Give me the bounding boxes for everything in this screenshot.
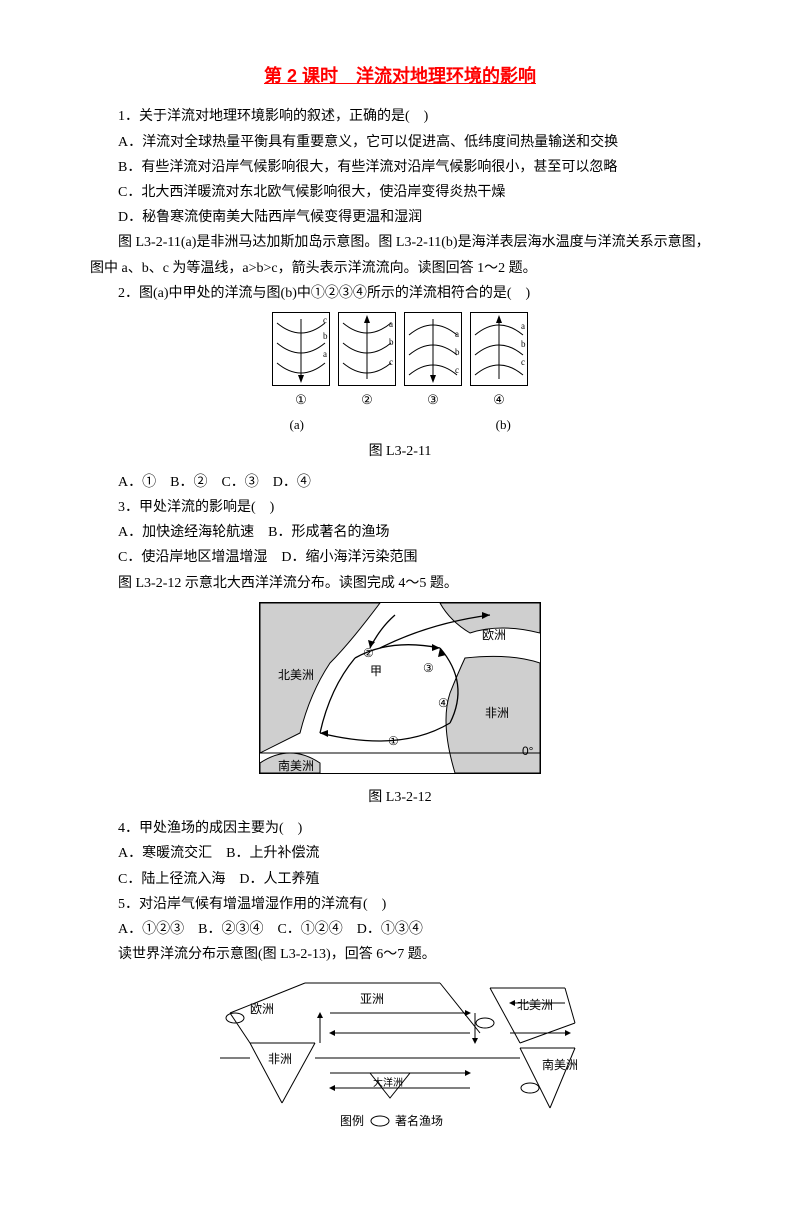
fig3-sa: 南美洲 <box>542 1055 578 1077</box>
q1-option-a: A．洋流对全球热量平衡具有重要意义，它可以促进高、低纬度间热量输送和交换 <box>90 130 710 155</box>
map-label-c4: ④ <box>438 693 449 715</box>
svg-text:c: c <box>521 357 525 367</box>
q1-option-d: D．秘鲁寒流使南美大陆西岸气候变得更温和湿润 <box>90 205 710 230</box>
q3-row2: C．使沿岸地区增温增湿 D．缩小海洋污染范围 <box>90 545 710 570</box>
svg-text:a: a <box>455 329 459 339</box>
q4-row2: C．陆上径流入海 D．人工养殖 <box>90 867 710 892</box>
map-label-c2: ② <box>363 643 374 665</box>
map-label-c1: ① <box>388 731 399 753</box>
svg-text:a: a <box>389 319 393 329</box>
svg-text:b: b <box>455 347 460 357</box>
diagram-1: c b a ① <box>272 312 330 411</box>
q3-stem: 3．甲处洋流的影响是( ) <box>90 495 710 520</box>
q5-options: A．①②③ B．②③④ C．①②④ D．①③④ <box>90 917 710 942</box>
svg-text:a: a <box>521 321 525 331</box>
figure-l3-2-12: 北美洲 欧洲 非洲 南美洲 甲 0° ① ② ③ ④ 图 L3-2-12 <box>90 602 710 810</box>
q2-stem: 2．图(a)中甲处的洋流与图(b)中①②③④所示的洋流相符合的是( ) <box>90 281 710 306</box>
fig2-caption: 图 L3-2-12 <box>90 785 710 810</box>
map-label-zero: 0° <box>522 741 533 763</box>
q5-stem: 5．对沿岸气候有增温增湿作用的洋流有( ) <box>90 892 710 917</box>
diagram-4-label: ④ <box>493 388 505 411</box>
svg-text:c: c <box>389 357 393 367</box>
fig3-eu: 欧洲 <box>250 999 274 1021</box>
page-title: 第 2 课时 洋流对地理环境的影响 <box>90 60 710 92</box>
map-label-na: 北美洲 <box>278 665 314 687</box>
fig1-sub-a: (a) <box>267 413 327 436</box>
diagram-3: a b c ③ <box>404 312 462 411</box>
svg-text:a: a <box>323 349 327 359</box>
map-label-af: 非洲 <box>485 703 509 725</box>
q1-stem: 1．关于洋流对地理环境影响的叙述，正确的是( ) <box>90 104 710 129</box>
diagram-2-label: ② <box>361 388 373 411</box>
fig3-na: 北美洲 <box>517 995 553 1017</box>
fig3-oc: 大洋洲 <box>373 1075 403 1093</box>
diagram-3-label: ③ <box>427 388 439 411</box>
q1-option-b: B．有些洋流对沿岸气候影响很大，有些洋流对沿岸气候影响很小，甚至可以忽略 <box>90 155 710 180</box>
fig1-sub-b: (b) <box>473 413 533 436</box>
q4-stem: 4．甲处渔场的成因主要为( ) <box>90 816 710 841</box>
fig1-caption: 图 L3-2-11 <box>90 439 710 464</box>
fig3-intro: 读世界洋流分布示意图(图 L3-2-13)，回答 6～7 题。 <box>90 942 710 967</box>
map-label-eu: 欧洲 <box>482 625 506 647</box>
svg-text:c: c <box>455 365 459 375</box>
map-label-c3: ③ <box>423 658 434 680</box>
q4-row1: A．寒暖流交汇 B．上升补偿流 <box>90 841 710 866</box>
map-label-sa: 南美洲 <box>278 756 314 778</box>
svg-text:b: b <box>323 331 328 341</box>
svg-text:著名渔场: 著名渔场 <box>395 1113 443 1128</box>
q2-options: A．① B．② C．③ D．④ <box>90 470 710 495</box>
svg-text:b: b <box>389 337 394 347</box>
fig3-asia: 亚洲 <box>360 989 384 1011</box>
figure-l3-2-11: c b a ① a b c ② <box>90 312 710 464</box>
fig2-intro: 图 L3-2-12 示意北大西洋洋流分布。读图完成 4～5 题。 <box>90 571 710 596</box>
q1-option-c: C．北大西洋暖流对东北欧气候影响很大，使沿岸变得炎热干燥 <box>90 180 710 205</box>
svg-text:c: c <box>323 315 327 325</box>
svg-text:b: b <box>521 339 526 349</box>
diagram-1-label: ① <box>295 388 307 411</box>
fig3-af: 非洲 <box>268 1049 292 1071</box>
legend-title: 图例 <box>340 1114 364 1128</box>
diagram-2: a b c ② <box>338 312 396 411</box>
figure-l3-2-13: 图例 著名渔场 欧洲 亚洲 非洲 北美洲 南美洲 大洋洲 <box>90 973 710 1142</box>
q3-row1: A．加快途经海轮航速 B．形成著名的渔场 <box>90 520 710 545</box>
diagram-4: a b c ④ <box>470 312 528 411</box>
fig1-intro: 图 L3-2-11(a)是非洲马达加斯加岛示意图。图 L3-2-11(b)是海洋… <box>90 230 710 280</box>
